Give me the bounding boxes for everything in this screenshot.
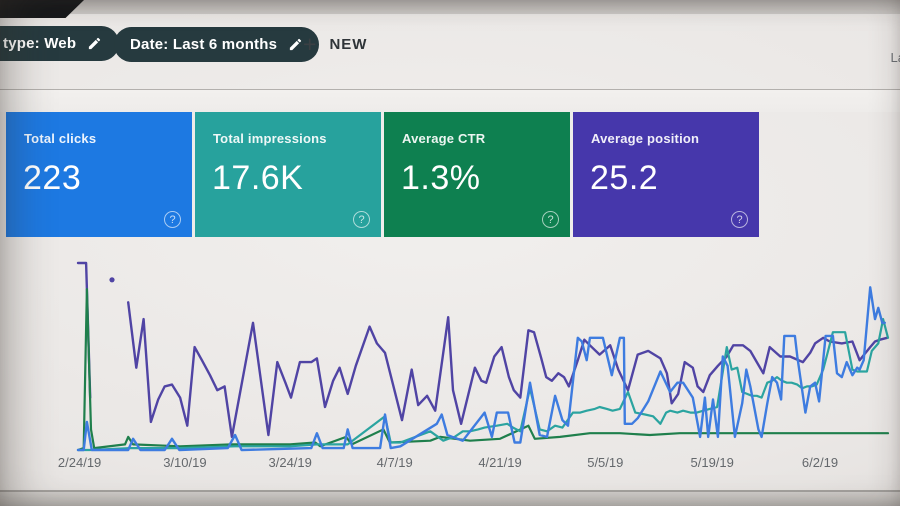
screen-bottom-edge xyxy=(0,490,900,492)
total-clicks-value: 223 xyxy=(23,159,82,197)
average-position-value: 25.2 xyxy=(590,159,659,197)
help-icon[interactable]: ? xyxy=(353,211,370,228)
total-clicks-label: Total clicks xyxy=(24,131,97,146)
date-range-filter-chip[interactable]: Date: Last 6 months xyxy=(114,27,320,62)
average-ctr-label: Average CTR xyxy=(402,131,486,146)
metric-cards-row: Total clicks 223 ? Total impressions 17.… xyxy=(6,112,759,237)
date-range-filter-label: Date: Last 6 months xyxy=(130,36,278,53)
help-icon[interactable]: ? xyxy=(731,211,748,228)
x-axis-label: 4/7/19 xyxy=(376,455,413,470)
toolbar-divider xyxy=(0,89,900,90)
performance-chart: 2/24/19 3/10/19 3/24/19 4/7/19 4/21/19 5/5/19… xyxy=(0,240,900,470)
x-axis-label: 5/5/19 xyxy=(587,455,624,470)
total-impressions-value: 17.6K xyxy=(212,159,304,197)
total-impressions-card[interactable]: Total impressions 17.6K ? xyxy=(195,112,381,237)
x-axis-label: 3/24/19 xyxy=(268,455,312,470)
help-icon[interactable]: ? xyxy=(542,211,559,228)
series-point-position xyxy=(109,277,115,283)
content-top-band xyxy=(0,90,900,112)
x-axis-label: 3/10/19 xyxy=(163,455,207,470)
screen-top-edge xyxy=(0,0,900,14)
new-filter-label: NEW xyxy=(329,35,368,53)
x-axis-label: 4/21/19 xyxy=(478,455,522,470)
average-ctr-card[interactable]: Average CTR 1.3% ? xyxy=(384,112,570,237)
total-impressions-label: Total impressions xyxy=(213,131,327,146)
average-position-label: Average position xyxy=(591,131,700,146)
series-line-clicks xyxy=(76,286,886,452)
x-axis-label: 5/19/19 xyxy=(690,455,734,470)
edit-pencil-icon xyxy=(290,38,302,51)
series-line-position xyxy=(126,301,889,439)
new-filter-button[interactable]: + NEW xyxy=(303,29,367,59)
search-type-filter-chip[interactable]: type: Web xyxy=(0,26,120,61)
help-icon[interactable]: ? xyxy=(164,211,181,228)
series-line-ctr xyxy=(76,288,890,452)
x-axis-label: 6/2/19 xyxy=(801,455,839,470)
edit-pencil-icon xyxy=(89,37,101,50)
x-axis-label: 2/24/19 xyxy=(57,455,102,470)
clipped-right-text: La xyxy=(890,50,900,65)
average-position-card[interactable]: Average position 25.2 ? xyxy=(573,112,759,237)
monitor-bezel xyxy=(0,492,900,506)
average-ctr-value: 1.3% xyxy=(401,159,481,197)
performance-chart-svg xyxy=(76,261,890,452)
search-type-filter-label: type: Web xyxy=(3,35,77,52)
total-clicks-card[interactable]: Total clicks 223 ? xyxy=(6,112,192,237)
x-axis: 2/24/19 3/10/19 3/24/19 4/7/19 4/21/19 5/5/19… xyxy=(0,240,900,470)
plus-icon: + xyxy=(303,30,317,57)
photo-dark-corner xyxy=(0,0,84,18)
